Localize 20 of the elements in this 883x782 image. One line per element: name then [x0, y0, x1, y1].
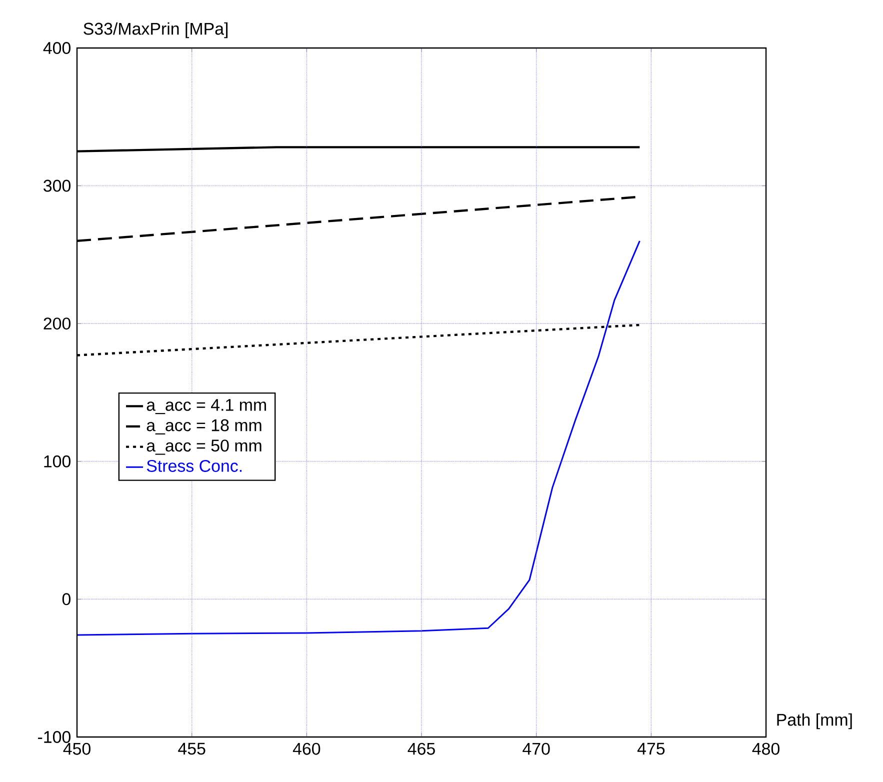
y-tick-label: 400	[43, 42, 71, 54]
y-tick-label: 100	[44, 455, 71, 468]
y-tick-label: -100	[38, 730, 71, 743]
x-tick-label: 450	[63, 742, 90, 755]
y-tick-label: 0	[62, 593, 71, 606]
x-tick-label: 455	[178, 742, 206, 755]
x-tick-label: 465	[408, 742, 435, 755]
y-tick-label: 300	[44, 180, 71, 192]
x-tick-label: 460	[292, 742, 320, 755]
legend-label: a_acc = 4.1 mm	[146, 399, 266, 414]
x-tick-label: 475	[637, 742, 665, 755]
line-series	[77, 240, 640, 636]
legend-label: a_acc = 50 mm	[146, 440, 262, 455]
x-tick-label: 480	[752, 742, 780, 755]
x-tick-label: 470	[522, 742, 550, 755]
y-tick-label: 200	[44, 318, 71, 330]
x-axis-title: Path [mm]	[777, 713, 852, 730]
y-axis-title: S33/MaxPrin [MPa]	[84, 22, 228, 38]
legend-label: a_acc = 18 mm	[146, 419, 262, 434]
legend-label: Stress Conc.	[146, 460, 242, 472]
